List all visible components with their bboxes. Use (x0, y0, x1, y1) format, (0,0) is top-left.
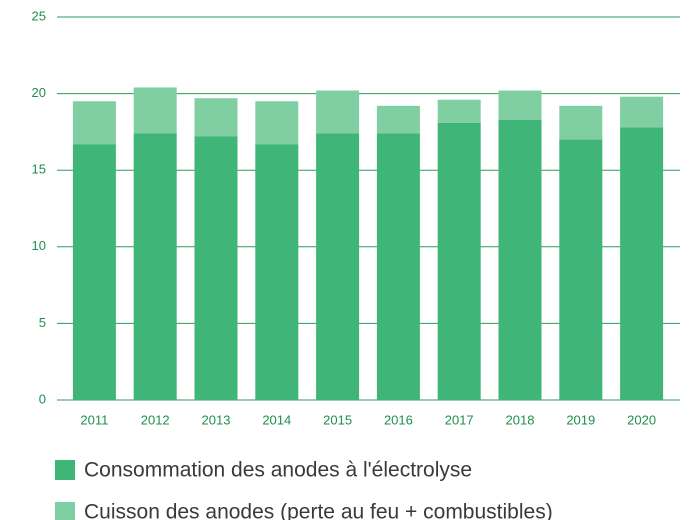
x-tick-label: 2011 (80, 412, 108, 427)
y-tick-label: 5 (39, 315, 46, 330)
bar (376, 105, 420, 134)
bar (316, 90, 360, 134)
legend-swatch (55, 502, 75, 520)
bar (72, 144, 116, 400)
bar (133, 87, 177, 134)
x-tick-label: 2016 (384, 412, 413, 427)
x-tick-label: 2013 (202, 412, 231, 427)
x-tick-label: 2015 (323, 412, 352, 427)
bar (559, 105, 603, 140)
bar (316, 133, 360, 400)
bar (437, 99, 481, 123)
bar (194, 136, 238, 400)
legend-label: Cuisson des anodes (perte au feu + combu… (84, 501, 553, 520)
y-tick-label: 10 (32, 238, 46, 253)
x-tick-label: 2019 (566, 412, 595, 427)
bar (255, 101, 299, 145)
x-tick-label: 2020 (627, 412, 656, 427)
x-tick-label: 2018 (506, 412, 535, 427)
bar (498, 90, 542, 120)
bar (255, 144, 299, 400)
bar (437, 122, 481, 400)
x-tick-label: 2014 (262, 412, 291, 427)
y-tick-label: 15 (32, 162, 46, 177)
y-tick-label: 0 (39, 391, 46, 406)
x-tick-label: 2012 (141, 412, 170, 427)
y-tick-label: 25 (32, 8, 46, 23)
legend-swatch (55, 460, 75, 480)
bar (72, 101, 116, 145)
bar (133, 133, 177, 400)
bar (620, 127, 664, 400)
bar (559, 139, 603, 400)
legend-label: Consommation des anodes à l'électrolyse (84, 459, 472, 482)
bar (498, 119, 542, 401)
bar (376, 133, 420, 400)
bar (194, 98, 238, 137)
y-tick-label: 20 (32, 85, 46, 100)
x-tick-label: 2017 (445, 412, 474, 427)
bar (620, 96, 664, 128)
